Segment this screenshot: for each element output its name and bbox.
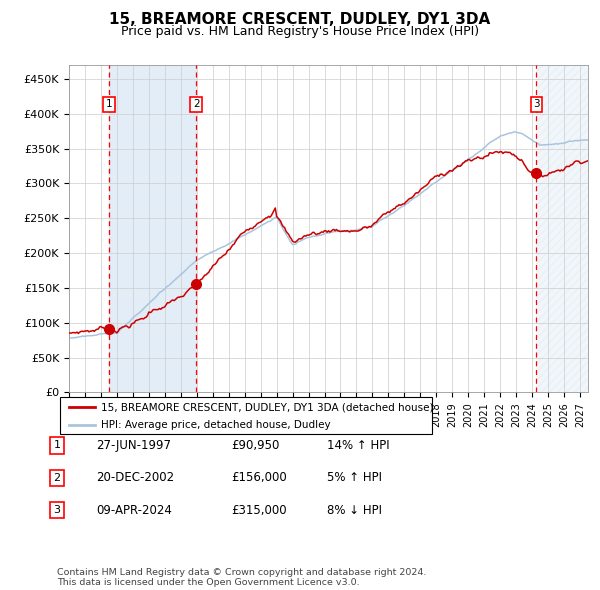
Text: 15, BREAMORE CRESCENT, DUDLEY, DY1 3DA (detached house): 15, BREAMORE CRESCENT, DUDLEY, DY1 3DA (…: [101, 402, 433, 412]
Text: £156,000: £156,000: [231, 471, 287, 484]
Text: 14% ↑ HPI: 14% ↑ HPI: [327, 439, 389, 452]
Text: 8% ↓ HPI: 8% ↓ HPI: [327, 504, 382, 517]
Text: 09-APR-2024: 09-APR-2024: [96, 504, 172, 517]
Text: 1: 1: [106, 99, 112, 109]
Text: £315,000: £315,000: [231, 504, 287, 517]
Text: 2: 2: [193, 99, 200, 109]
Text: 27-JUN-1997: 27-JUN-1997: [96, 439, 171, 452]
Text: 20-DEC-2002: 20-DEC-2002: [96, 471, 174, 484]
Text: 1: 1: [53, 441, 61, 450]
Bar: [109, 65, 196, 392]
Text: 3: 3: [53, 506, 61, 515]
Text: Price paid vs. HM Land Registry's House Price Index (HPI): Price paid vs. HM Land Registry's House …: [121, 25, 479, 38]
Text: 2: 2: [53, 473, 61, 483]
Text: Contains HM Land Registry data © Crown copyright and database right 2024.
This d: Contains HM Land Registry data © Crown c…: [57, 568, 427, 587]
Text: £90,950: £90,950: [231, 439, 280, 452]
Text: HPI: Average price, detached house, Dudley: HPI: Average price, detached house, Dudl…: [101, 419, 331, 430]
Text: 15, BREAMORE CRESCENT, DUDLEY, DY1 3DA: 15, BREAMORE CRESCENT, DUDLEY, DY1 3DA: [109, 12, 491, 27]
Bar: [536, 65, 588, 392]
Text: 5% ↑ HPI: 5% ↑ HPI: [327, 471, 382, 484]
Text: 3: 3: [533, 99, 540, 109]
